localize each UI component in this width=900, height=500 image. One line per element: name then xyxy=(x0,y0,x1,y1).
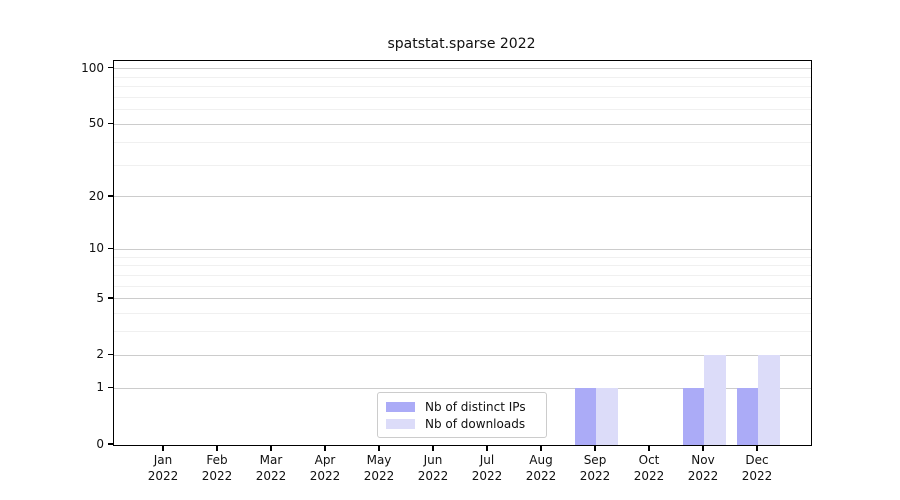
gridline-major xyxy=(114,68,811,70)
x-tick-label: Feb 2022 xyxy=(190,452,244,484)
x-tick-label: May 2022 xyxy=(352,452,406,484)
y-tick-label: 100 xyxy=(81,60,104,75)
x-tick-label: Jul 2022 xyxy=(460,452,514,484)
x-tick-year: 2022 xyxy=(687,469,719,483)
gridline-minor xyxy=(114,76,811,78)
bar-distinct-ips xyxy=(736,388,758,445)
gridline-major xyxy=(114,354,811,356)
x-tick-mark xyxy=(540,445,542,451)
x-tick-year: 2022 xyxy=(579,469,611,483)
x-tick-month: Apr xyxy=(314,453,336,467)
x-tick-year: 2022 xyxy=(201,469,233,483)
x-tick-label: Aug 2022 xyxy=(514,452,568,484)
y-tick-label: 10 xyxy=(88,241,104,256)
y-tick-mark xyxy=(108,353,113,356)
plot-area xyxy=(113,60,812,446)
bar-downloads xyxy=(704,355,726,445)
x-tick-year: 2022 xyxy=(741,469,773,483)
legend-swatch-downloads xyxy=(386,418,415,429)
x-tick-mark xyxy=(216,445,218,451)
y-tick-mark xyxy=(108,386,113,389)
x-tick-label: Oct 2022 xyxy=(622,452,676,484)
y-tick-label: 0 xyxy=(96,437,104,451)
legend-label-downloads: Nb of downloads xyxy=(425,416,526,431)
x-tick-month: May xyxy=(366,453,392,467)
y-tick-mark xyxy=(108,247,113,250)
x-tick-mark xyxy=(270,445,272,451)
gridline-minor xyxy=(114,96,811,98)
y-tick-label: 1 xyxy=(96,380,104,395)
x-tick-mark xyxy=(162,445,164,451)
gridline-minor xyxy=(114,265,811,267)
y-tick-label: 5 xyxy=(96,290,104,305)
y-tick-mark xyxy=(108,443,113,445)
x-tick-mark xyxy=(432,445,434,451)
y-tick-label: 20 xyxy=(88,188,104,203)
x-tick-year: 2022 xyxy=(363,469,395,483)
gridline-major xyxy=(114,387,811,389)
bar-distinct-ips xyxy=(682,388,704,445)
x-tick-year: 2022 xyxy=(525,469,557,483)
legend-swatch-distinct-ips xyxy=(386,401,415,412)
gridline-minor xyxy=(114,256,811,258)
legend-item-downloads: Nb of downloads xyxy=(386,415,538,432)
x-tick-month: Jun xyxy=(423,453,443,467)
y-tick-mark xyxy=(108,122,113,125)
x-tick-label: Apr 2022 xyxy=(298,452,352,484)
legend-item-distinct-ips: Nb of distinct IPs xyxy=(386,398,538,415)
x-tick-label: Jan 2022 xyxy=(136,452,190,484)
x-tick-year: 2022 xyxy=(471,469,503,483)
x-tick-year: 2022 xyxy=(633,469,665,483)
y-tick-mark xyxy=(108,195,113,197)
x-tick-month: Feb xyxy=(206,453,228,467)
x-tick-mark xyxy=(324,445,326,451)
x-tick-year: 2022 xyxy=(147,469,179,483)
x-tick-year: 2022 xyxy=(255,469,287,483)
gridline-minor xyxy=(114,313,811,315)
x-tick-label: Dec 2022 xyxy=(730,452,784,484)
gridline-major xyxy=(114,248,811,250)
x-tick-year: 2022 xyxy=(417,469,449,483)
x-tick-month: Jul xyxy=(479,453,495,467)
x-tick-mark xyxy=(378,445,380,451)
x-tick-month: Sep xyxy=(583,453,607,467)
x-tick-label: Nov 2022 xyxy=(676,452,730,484)
x-tick-month: Nov xyxy=(691,453,715,467)
gridline-major xyxy=(114,196,811,198)
gridline-minor xyxy=(114,164,811,166)
x-tick-mark xyxy=(756,445,758,451)
gridline-minor xyxy=(114,86,811,88)
y-tick-mark xyxy=(108,66,113,69)
x-tick-mark xyxy=(702,445,704,451)
x-tick-month: Aug xyxy=(529,453,553,467)
x-tick-mark xyxy=(648,445,650,451)
gridline-minor xyxy=(114,285,811,287)
gridline-minor xyxy=(114,109,811,111)
x-tick-month: Mar xyxy=(259,453,283,467)
x-tick-month: Oct xyxy=(638,453,660,467)
x-tick-label: Jun 2022 xyxy=(406,452,460,484)
gridline-major xyxy=(114,123,811,125)
x-tick-mark xyxy=(594,445,596,451)
chart-title: spatstat.sparse 2022 xyxy=(387,36,536,52)
y-tick-mark xyxy=(108,297,113,299)
x-tick-mark xyxy=(486,445,488,451)
gridline-major xyxy=(114,298,811,300)
bar-downloads xyxy=(596,388,618,445)
y-tick-label: 2 xyxy=(96,347,104,362)
x-tick-label: Mar 2022 xyxy=(244,452,298,484)
bar-distinct-ips xyxy=(574,388,596,445)
x-tick-label: Sep 2022 xyxy=(568,452,622,484)
gridline-minor xyxy=(114,331,811,333)
x-tick-year: 2022 xyxy=(309,469,341,483)
legend: Nb of distinct IPs Nb of downloads xyxy=(377,392,547,438)
gridline-minor xyxy=(114,274,811,276)
y-tick-label: 50 xyxy=(88,116,104,131)
x-tick-month: Dec xyxy=(745,453,769,467)
legend-label-distinct-ips: Nb of distinct IPs xyxy=(425,399,526,414)
bar-downloads xyxy=(758,355,780,445)
x-tick-month: Jan xyxy=(153,453,173,467)
gridline-minor xyxy=(114,141,811,143)
